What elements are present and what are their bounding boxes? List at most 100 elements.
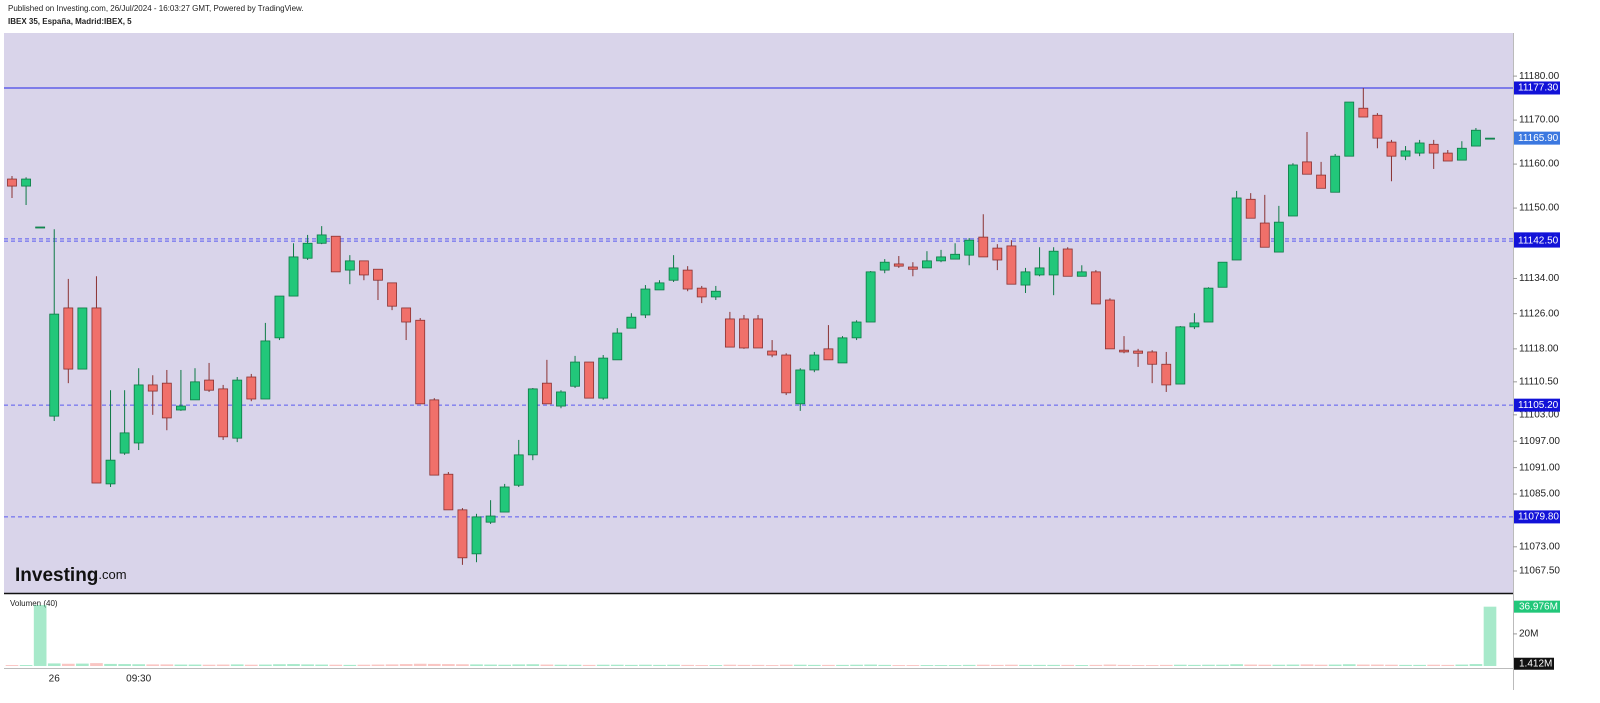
volume-bar bbox=[681, 664, 694, 666]
candle bbox=[1189, 313, 1200, 330]
candle-body bbox=[584, 361, 595, 399]
candle-body bbox=[1414, 142, 1425, 154]
volume-bar bbox=[1300, 664, 1314, 666]
volume-bar bbox=[1047, 664, 1060, 666]
candle-body bbox=[724, 318, 735, 348]
volume-bar bbox=[413, 663, 427, 666]
candle bbox=[584, 361, 595, 399]
candle-body bbox=[1471, 129, 1481, 147]
volume-bar bbox=[90, 663, 103, 666]
volume-bar bbox=[1441, 664, 1455, 666]
candle bbox=[837, 336, 848, 364]
candle-body bbox=[232, 379, 243, 439]
candle bbox=[513, 439, 524, 487]
volume-bar bbox=[526, 664, 540, 666]
volume-bar bbox=[498, 664, 512, 666]
candle-body bbox=[556, 391, 566, 407]
candle-body bbox=[1006, 245, 1017, 285]
candle-body bbox=[1330, 155, 1341, 193]
volume-bar bbox=[456, 664, 469, 666]
volume-bar bbox=[118, 664, 131, 666]
volume-bar bbox=[596, 664, 610, 666]
x-tick-label: 09:30 bbox=[126, 674, 151, 685]
volume-bar bbox=[1159, 664, 1173, 666]
candle-body bbox=[133, 384, 144, 444]
candle-body bbox=[471, 516, 482, 555]
candle-body bbox=[851, 321, 862, 339]
candle-body bbox=[809, 354, 820, 371]
volume-bar bbox=[385, 664, 399, 666]
volume-bar bbox=[1342, 664, 1356, 666]
volume-bar bbox=[244, 664, 258, 666]
candle-body bbox=[950, 253, 961, 260]
candle bbox=[246, 373, 257, 402]
candle-body bbox=[1302, 161, 1312, 175]
volume-bar bbox=[1385, 664, 1398, 666]
candle-body bbox=[359, 260, 369, 276]
candle bbox=[922, 251, 932, 269]
volume-bar bbox=[653, 664, 666, 666]
volume-bar bbox=[371, 664, 385, 666]
volume-bar bbox=[1019, 664, 1032, 666]
candle-body bbox=[1358, 107, 1369, 118]
candle bbox=[457, 508, 468, 565]
candle bbox=[35, 226, 46, 229]
volume-bar bbox=[76, 663, 89, 666]
candle bbox=[1048, 247, 1059, 296]
candle bbox=[1414, 139, 1425, 157]
candle bbox=[119, 390, 130, 455]
candle bbox=[1105, 298, 1115, 350]
level-label: 11142.50 bbox=[1518, 236, 1559, 247]
candle-body bbox=[35, 226, 46, 229]
volume-bar bbox=[793, 664, 807, 666]
candle-body bbox=[640, 288, 651, 316]
candle bbox=[654, 280, 665, 291]
candle-body bbox=[21, 178, 31, 187]
candle-body bbox=[1245, 198, 1256, 219]
candle bbox=[809, 351, 820, 373]
candle bbox=[626, 313, 637, 329]
candle-body bbox=[1203, 287, 1214, 323]
chart-title: IBEX 35, España, Madrid:IBEX, 5 bbox=[8, 17, 132, 26]
volume-bar bbox=[1371, 664, 1384, 666]
volume-bar bbox=[850, 664, 863, 666]
candle bbox=[640, 285, 651, 319]
volume-bar bbox=[1103, 664, 1117, 666]
volume-bar bbox=[1356, 664, 1370, 666]
candle bbox=[288, 243, 299, 297]
candle-body bbox=[1372, 114, 1383, 139]
x-tick-label: 26 bbox=[49, 674, 61, 685]
level-box bbox=[1514, 398, 1560, 412]
y-tick-label: 11067.50 bbox=[1519, 566, 1560, 577]
candle bbox=[1400, 146, 1411, 161]
candle bbox=[753, 314, 763, 349]
volume-bar bbox=[343, 664, 357, 666]
candle bbox=[1133, 348, 1143, 367]
candle bbox=[373, 268, 383, 301]
watermark: Investing.com bbox=[15, 565, 127, 586]
volume-bar bbox=[1202, 664, 1215, 666]
volume-bar bbox=[357, 664, 371, 666]
candle bbox=[443, 472, 454, 511]
candle bbox=[401, 307, 412, 341]
candle-body bbox=[49, 313, 60, 417]
volume-bar bbox=[962, 664, 976, 666]
candle bbox=[724, 311, 735, 348]
volume-bar bbox=[568, 664, 582, 666]
candle bbox=[1302, 131, 1312, 175]
y-tick-label: 11085.00 bbox=[1519, 489, 1560, 500]
volume-bar bbox=[399, 664, 413, 666]
candle bbox=[1020, 267, 1031, 293]
volume-bar bbox=[427, 663, 441, 666]
candle-body bbox=[682, 269, 693, 290]
y-tick-label: 11180.00 bbox=[1519, 71, 1560, 82]
header: Published on Investing.com, 26/Jul/2024 … bbox=[8, 4, 304, 13]
candle bbox=[1273, 205, 1284, 253]
candle bbox=[359, 260, 369, 281]
volume-bar bbox=[1314, 664, 1328, 666]
candle-body bbox=[443, 473, 454, 511]
candle bbox=[330, 235, 341, 273]
candle bbox=[1203, 287, 1214, 323]
candle-body bbox=[330, 235, 341, 273]
